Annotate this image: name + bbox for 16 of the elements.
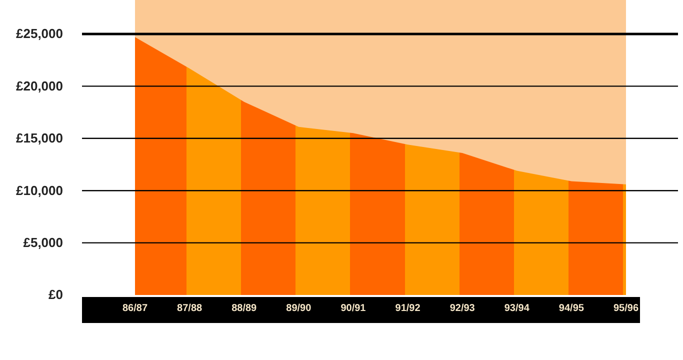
- y-tick-label: £25,000: [16, 26, 63, 42]
- x-tick-label: 90/91: [340, 303, 366, 314]
- x-tick-label: 92/93: [450, 303, 476, 314]
- x-tick-label: 93/94: [504, 303, 530, 314]
- x-tick-label: 95/96: [613, 303, 639, 314]
- x-tick-label: 94/95: [558, 303, 584, 314]
- x-tick-label: 89/90: [286, 303, 312, 314]
- y-tick-label: £10,000: [16, 182, 63, 198]
- y-tick-label: £0: [48, 287, 63, 302]
- y-tick-label: £15,000: [16, 130, 63, 146]
- x-tick-label: 86/87: [122, 303, 148, 314]
- x-tick-label: 87/88: [177, 303, 203, 314]
- y-tick-label: £5,000: [23, 234, 63, 250]
- x-tick-label: 91/92: [395, 303, 421, 314]
- x-tick-label: 88/89: [232, 303, 258, 314]
- y-tick-label: £20,000: [16, 78, 63, 94]
